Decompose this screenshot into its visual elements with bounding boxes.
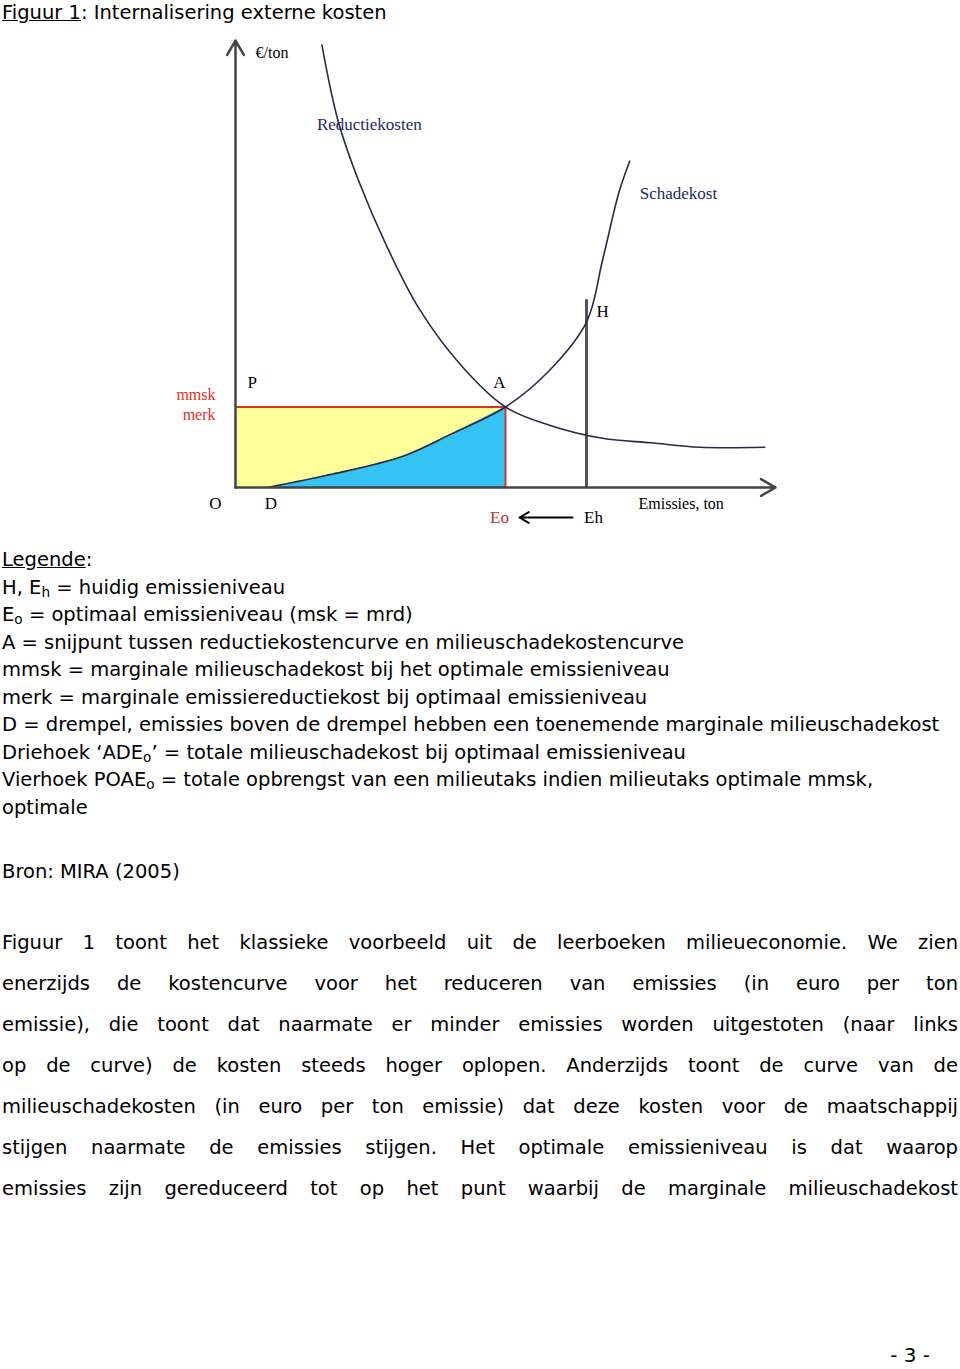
html-text:- 3 -: - 3 - — [890, 1343, 930, 1367]
html-text:merk = marginale emissiereduct: merk = marginale emissiereductiekost bij… — [2, 685, 648, 709]
html-text:emissie), die toont dat naarma: emissie), die toont dat naarmate er mind… — [2, 1013, 958, 1036]
svg-text:Schadekost: Schadekost — [640, 184, 718, 203]
html-text:Figuur 1: Internalisering exte: Figuur 1: Internalisering externe kosten — [2, 1, 387, 24]
html-text:Bron: MIRA (2005): Bron: MIRA (2005) — [2, 860, 180, 883]
svg-text:Eh: Eh — [584, 508, 603, 527]
html-text:op de curve) de kosten steeds: op de curve) de kosten steeds hoger oplo… — [2, 1054, 958, 1077]
svg-text:Emissies, ton: Emissies, ton — [639, 495, 724, 512]
svg-text:€/ton: €/ton — [256, 44, 289, 61]
html-text:mmsk = marginale milieuschadek: mmsk = marginale milieuschadekost bij he… — [2, 658, 670, 681]
html-text:H, Eh= huidig emissieniveau: H, Eh= huidig emissieniveau — [2, 575, 286, 600]
html-text:emissies zijn gereduceerd tot: emissies zijn gereduceerd tot op het pun… — [2, 1177, 958, 1200]
html-text:milieuschadekosten (in euro pe: milieuschadekosten (in euro per ton emis… — [2, 1095, 958, 1118]
svg-text:Reductiekosten: Reductiekosten — [317, 115, 422, 134]
html-text:D = drempel, emissies boven de: D = drempel, emissies boven de drempel h… — [2, 713, 940, 736]
html-text:A = snijpunt tussen reductieko: A = snijpunt tussen reductiekostencurve … — [2, 630, 684, 654]
html-text:Vierhoek POAEo= totale opbreng: Vierhoek POAEo= totale opbrengst van een… — [2, 768, 874, 819]
svg-text:Eo: Eo — [490, 508, 509, 527]
html-text:Eo= optimaal emissieniveau (ms: Eo= optimaal emissieniveau (msk = mrd) — [2, 603, 413, 628]
html-text:stijgen naarmate de emissies s: stijgen naarmate de emissies stijgen. He… — [2, 1136, 958, 1159]
svg-text:merk: merk — [183, 406, 216, 423]
html-text:enerzijds de kostencurve voor: enerzijds de kostencurve voor het reduce… — [2, 972, 958, 995]
svg-text:P: P — [248, 373, 257, 392]
svg-text:D: D — [265, 494, 277, 513]
svg-text:A: A — [493, 373, 506, 392]
html-text:Legende:: Legende: — [2, 548, 93, 571]
svg-text:H: H — [597, 302, 609, 321]
html-text:Figuur 1 toont het klassieke v: Figuur 1 toont het klassieke voorbeeld u… — [2, 931, 958, 954]
svg-text:mmsk: mmsk — [176, 386, 215, 403]
svg-text:O: O — [209, 494, 221, 513]
html-text:Driehoek ‘ADEo’ = totale milie: Driehoek ‘ADEo’ = totale milieuschadekos… — [2, 740, 686, 765]
